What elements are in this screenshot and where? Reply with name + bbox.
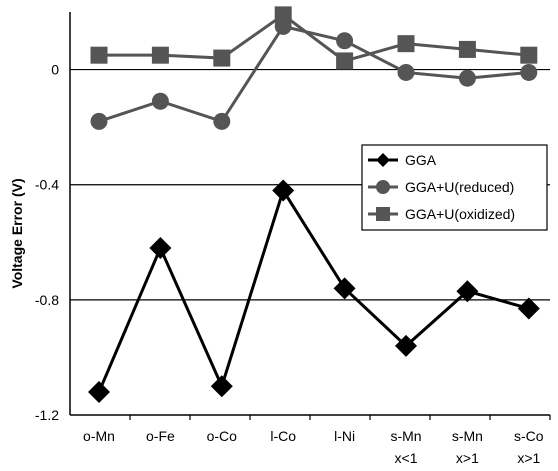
data-point: [213, 112, 231, 130]
legend-marker: [376, 180, 390, 194]
data-point: [517, 297, 540, 320]
series-line: [99, 13, 529, 63]
legend-label: GGA+U(oxidized): [405, 206, 515, 222]
data-point: [458, 69, 476, 87]
series-gga-u-oxidized-: [90, 6, 538, 70]
data-point: [458, 40, 476, 58]
x-tick-label: o-Mn: [83, 428, 115, 444]
y-tick-label: -1.2: [35, 407, 59, 423]
legend-item: GGA: [368, 152, 437, 168]
series-gga: [88, 179, 540, 403]
x-tick-label: s-Mn: [452, 428, 483, 444]
series-gga-u-reduced-: [90, 17, 538, 130]
data-point: [336, 52, 354, 70]
x-tick-sublabel: x>1: [517, 450, 540, 466]
data-point: [149, 237, 172, 260]
legend-label: GGA+U(reduced): [405, 179, 514, 195]
x-tick-label: o-Fe: [146, 428, 175, 444]
y-tick-label: 0: [51, 62, 59, 78]
data-point: [274, 6, 292, 24]
x-tick-sublabel: x>1: [456, 450, 479, 466]
legend-item: GGA+U(oxidized): [368, 206, 515, 222]
legend-item: GGA+U(reduced): [368, 179, 514, 195]
x-tick-label: l-Co: [270, 428, 296, 444]
data-point: [520, 63, 538, 81]
data-point: [90, 112, 108, 130]
data-point: [456, 280, 479, 303]
data-point: [397, 63, 415, 81]
legend-marker: [376, 207, 390, 221]
data-point: [210, 375, 233, 398]
data-point: [520, 46, 538, 64]
x-tick-label: l-Ni: [334, 428, 355, 444]
data-point: [397, 35, 415, 53]
x-tick-sublabel: x<1: [395, 450, 418, 466]
x-tick-labels: o-Mn o-Fe o-Co l-Co l-Ni s-Mn x<1 s-Mn x>1 s-Co x>…: [83, 428, 544, 466]
data-point: [90, 46, 108, 64]
data-point: [333, 277, 356, 300]
legend-marker: [376, 153, 390, 167]
data-point: [272, 179, 295, 202]
series-line: [98, 24, 529, 124]
legend-label: GGA: [405, 152, 437, 168]
data-point: [395, 334, 417, 357]
data-point: [336, 32, 354, 50]
y-tick-label: -0.8: [35, 292, 59, 308]
x-tick-label: o-Co: [207, 428, 238, 444]
x-tick-label: s-Mn: [390, 428, 421, 444]
data-point: [151, 92, 169, 110]
y-tick-labels: 0 -0.4 -0.8 -1.2: [35, 62, 59, 423]
axes: [69, 12, 551, 420]
x-tick-label: s-Co: [514, 428, 544, 444]
data-point: [151, 46, 169, 64]
series-line: [97, 186, 530, 393]
data-point: [88, 380, 110, 403]
legend: GGA GGA+U(reduced) GGA+U(oxidized): [361, 144, 548, 231]
data-point: [213, 49, 231, 67]
series-layer: [88, 6, 540, 403]
y-axis-title: Voltage Error (V): [9, 178, 25, 288]
y-tick-label: -0.4: [35, 177, 59, 193]
